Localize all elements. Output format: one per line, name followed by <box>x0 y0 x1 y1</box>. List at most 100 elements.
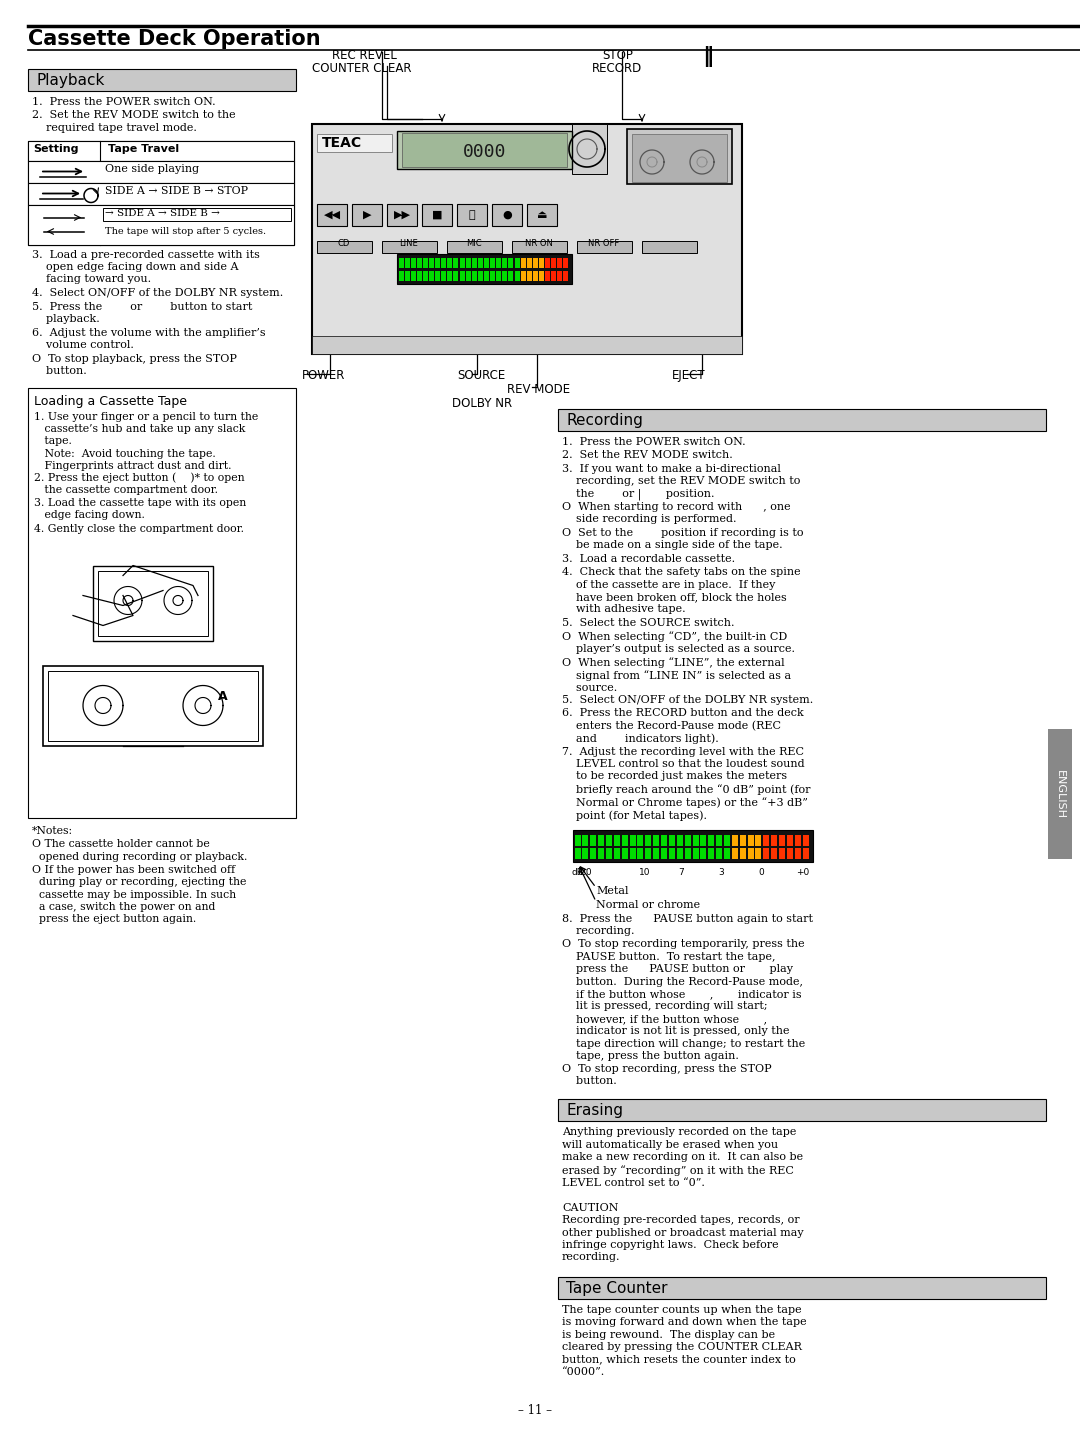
Text: O  When selecting “LINE”, the external
    signal from “LINE IN” is selected as : O When selecting “LINE”, the external si… <box>562 656 792 694</box>
Text: ◀◀: ◀◀ <box>324 210 340 220</box>
Text: Tape Counter: Tape Counter <box>566 1281 667 1295</box>
Bar <box>762 848 769 859</box>
Text: NR OFF: NR OFF <box>589 239 620 249</box>
Text: The tape counter counts up when the tape
is moving forward and down when the tap: The tape counter counts up when the tape… <box>562 1305 807 1377</box>
Bar <box>502 258 507 268</box>
Text: RECORD: RECORD <box>592 62 643 75</box>
Text: Playback: Playback <box>36 73 105 88</box>
Bar <box>669 835 675 846</box>
Bar <box>622 835 627 846</box>
Bar <box>527 271 532 281</box>
Bar <box>795 835 801 846</box>
Bar <box>411 271 416 281</box>
Text: REC REVEL: REC REVEL <box>332 49 396 62</box>
Text: NR ON: NR ON <box>525 239 553 249</box>
Text: ⏏: ⏏ <box>537 210 548 220</box>
Bar <box>598 835 604 846</box>
Bar <box>779 848 785 859</box>
Bar <box>740 848 746 859</box>
Bar <box>460 271 465 281</box>
Text: 7: 7 <box>678 868 684 876</box>
Text: 1.  Press the POWER switch ON.: 1. Press the POWER switch ON. <box>562 437 745 448</box>
Bar <box>318 240 372 253</box>
Text: 3.  Load a pre-recorded cassette with its
    open edge facing down and side A
 : 3. Load a pre-recorded cassette with its… <box>32 249 260 285</box>
Bar <box>572 124 607 174</box>
Bar <box>551 271 556 281</box>
Text: COUNTER CLEAR: COUNTER CLEAR <box>312 62 411 75</box>
Bar <box>716 835 723 846</box>
Text: → SIDE A → SIDE B →: → SIDE A → SIDE B → <box>105 210 220 219</box>
Bar <box>93 566 213 640</box>
Text: Recording: Recording <box>566 413 643 427</box>
Text: TEAC: TEAC <box>322 137 362 150</box>
Bar <box>558 409 1047 432</box>
Bar <box>693 848 699 859</box>
Text: 4.  Select ON/OFF of the DOLBY NR system.: 4. Select ON/OFF of the DOLBY NR system. <box>32 288 283 298</box>
Text: -20: -20 <box>578 868 592 876</box>
Bar <box>417 271 422 281</box>
Bar <box>508 258 513 268</box>
Bar <box>653 848 659 859</box>
Bar <box>700 848 706 859</box>
Text: REV MODE: REV MODE <box>507 383 570 396</box>
Bar <box>771 835 777 846</box>
Text: ‖: ‖ <box>702 46 713 68</box>
Text: POWER: POWER <box>302 368 346 381</box>
Bar <box>502 271 507 281</box>
Bar <box>700 835 706 846</box>
Bar <box>429 271 434 281</box>
Bar <box>441 271 446 281</box>
Bar <box>496 258 501 268</box>
Text: ■: ■ <box>432 210 442 220</box>
Text: CD: CD <box>338 239 350 249</box>
Text: 1. Use your finger or a pencil to turn the
   cassette’s hub and take up any sla: 1. Use your finger or a pencil to turn t… <box>33 412 258 471</box>
Bar <box>447 271 453 281</box>
Bar <box>441 258 446 268</box>
Bar <box>447 258 453 268</box>
Bar <box>637 835 643 846</box>
Bar <box>405 258 410 268</box>
Bar <box>557 271 562 281</box>
Bar <box>515 258 519 268</box>
Bar <box>779 835 785 846</box>
Bar <box>575 848 581 859</box>
Text: One side playing: One side playing <box>105 164 199 174</box>
Bar <box>484 271 489 281</box>
Bar <box>787 835 793 846</box>
Bar <box>762 835 769 846</box>
Bar <box>755 835 761 846</box>
Bar <box>490 271 495 281</box>
Bar <box>606 835 612 846</box>
Bar <box>740 835 746 846</box>
Text: ▶▶: ▶▶ <box>393 210 410 220</box>
Bar <box>399 271 404 281</box>
Bar <box>557 258 562 268</box>
Text: The tape will stop after 5 cycles.: The tape will stop after 5 cycles. <box>105 226 266 236</box>
Text: O  When starting to record with      , one
    side recording is performed.: O When starting to record with , one sid… <box>562 502 791 524</box>
Bar <box>573 830 813 862</box>
Bar <box>521 258 526 268</box>
Bar <box>490 258 495 268</box>
Bar <box>661 848 667 859</box>
Bar <box>804 835 809 846</box>
Bar <box>732 848 738 859</box>
Bar <box>598 848 604 859</box>
Text: DOLBY NR: DOLBY NR <box>453 397 512 410</box>
Bar <box>606 848 612 859</box>
Bar <box>508 271 513 281</box>
Bar <box>423 271 428 281</box>
Bar <box>28 69 296 91</box>
Bar <box>527 204 557 226</box>
Text: 3: 3 <box>718 868 724 876</box>
Bar <box>615 848 620 859</box>
Bar <box>460 258 465 268</box>
Text: ⏸: ⏸ <box>469 210 475 220</box>
Text: Setting: Setting <box>33 144 79 154</box>
Bar <box>423 258 428 268</box>
Text: 6.  Adjust the volume with the amplifier’s
    volume control.: 6. Adjust the volume with the amplifier’… <box>32 328 266 350</box>
Bar <box>661 835 667 846</box>
Text: ENGLISH: ENGLISH <box>1055 770 1065 819</box>
Bar <box>653 835 659 846</box>
Bar <box>478 258 483 268</box>
Text: O  To stop recording, press the STOP
    button.: O To stop recording, press the STOP butt… <box>562 1063 771 1086</box>
